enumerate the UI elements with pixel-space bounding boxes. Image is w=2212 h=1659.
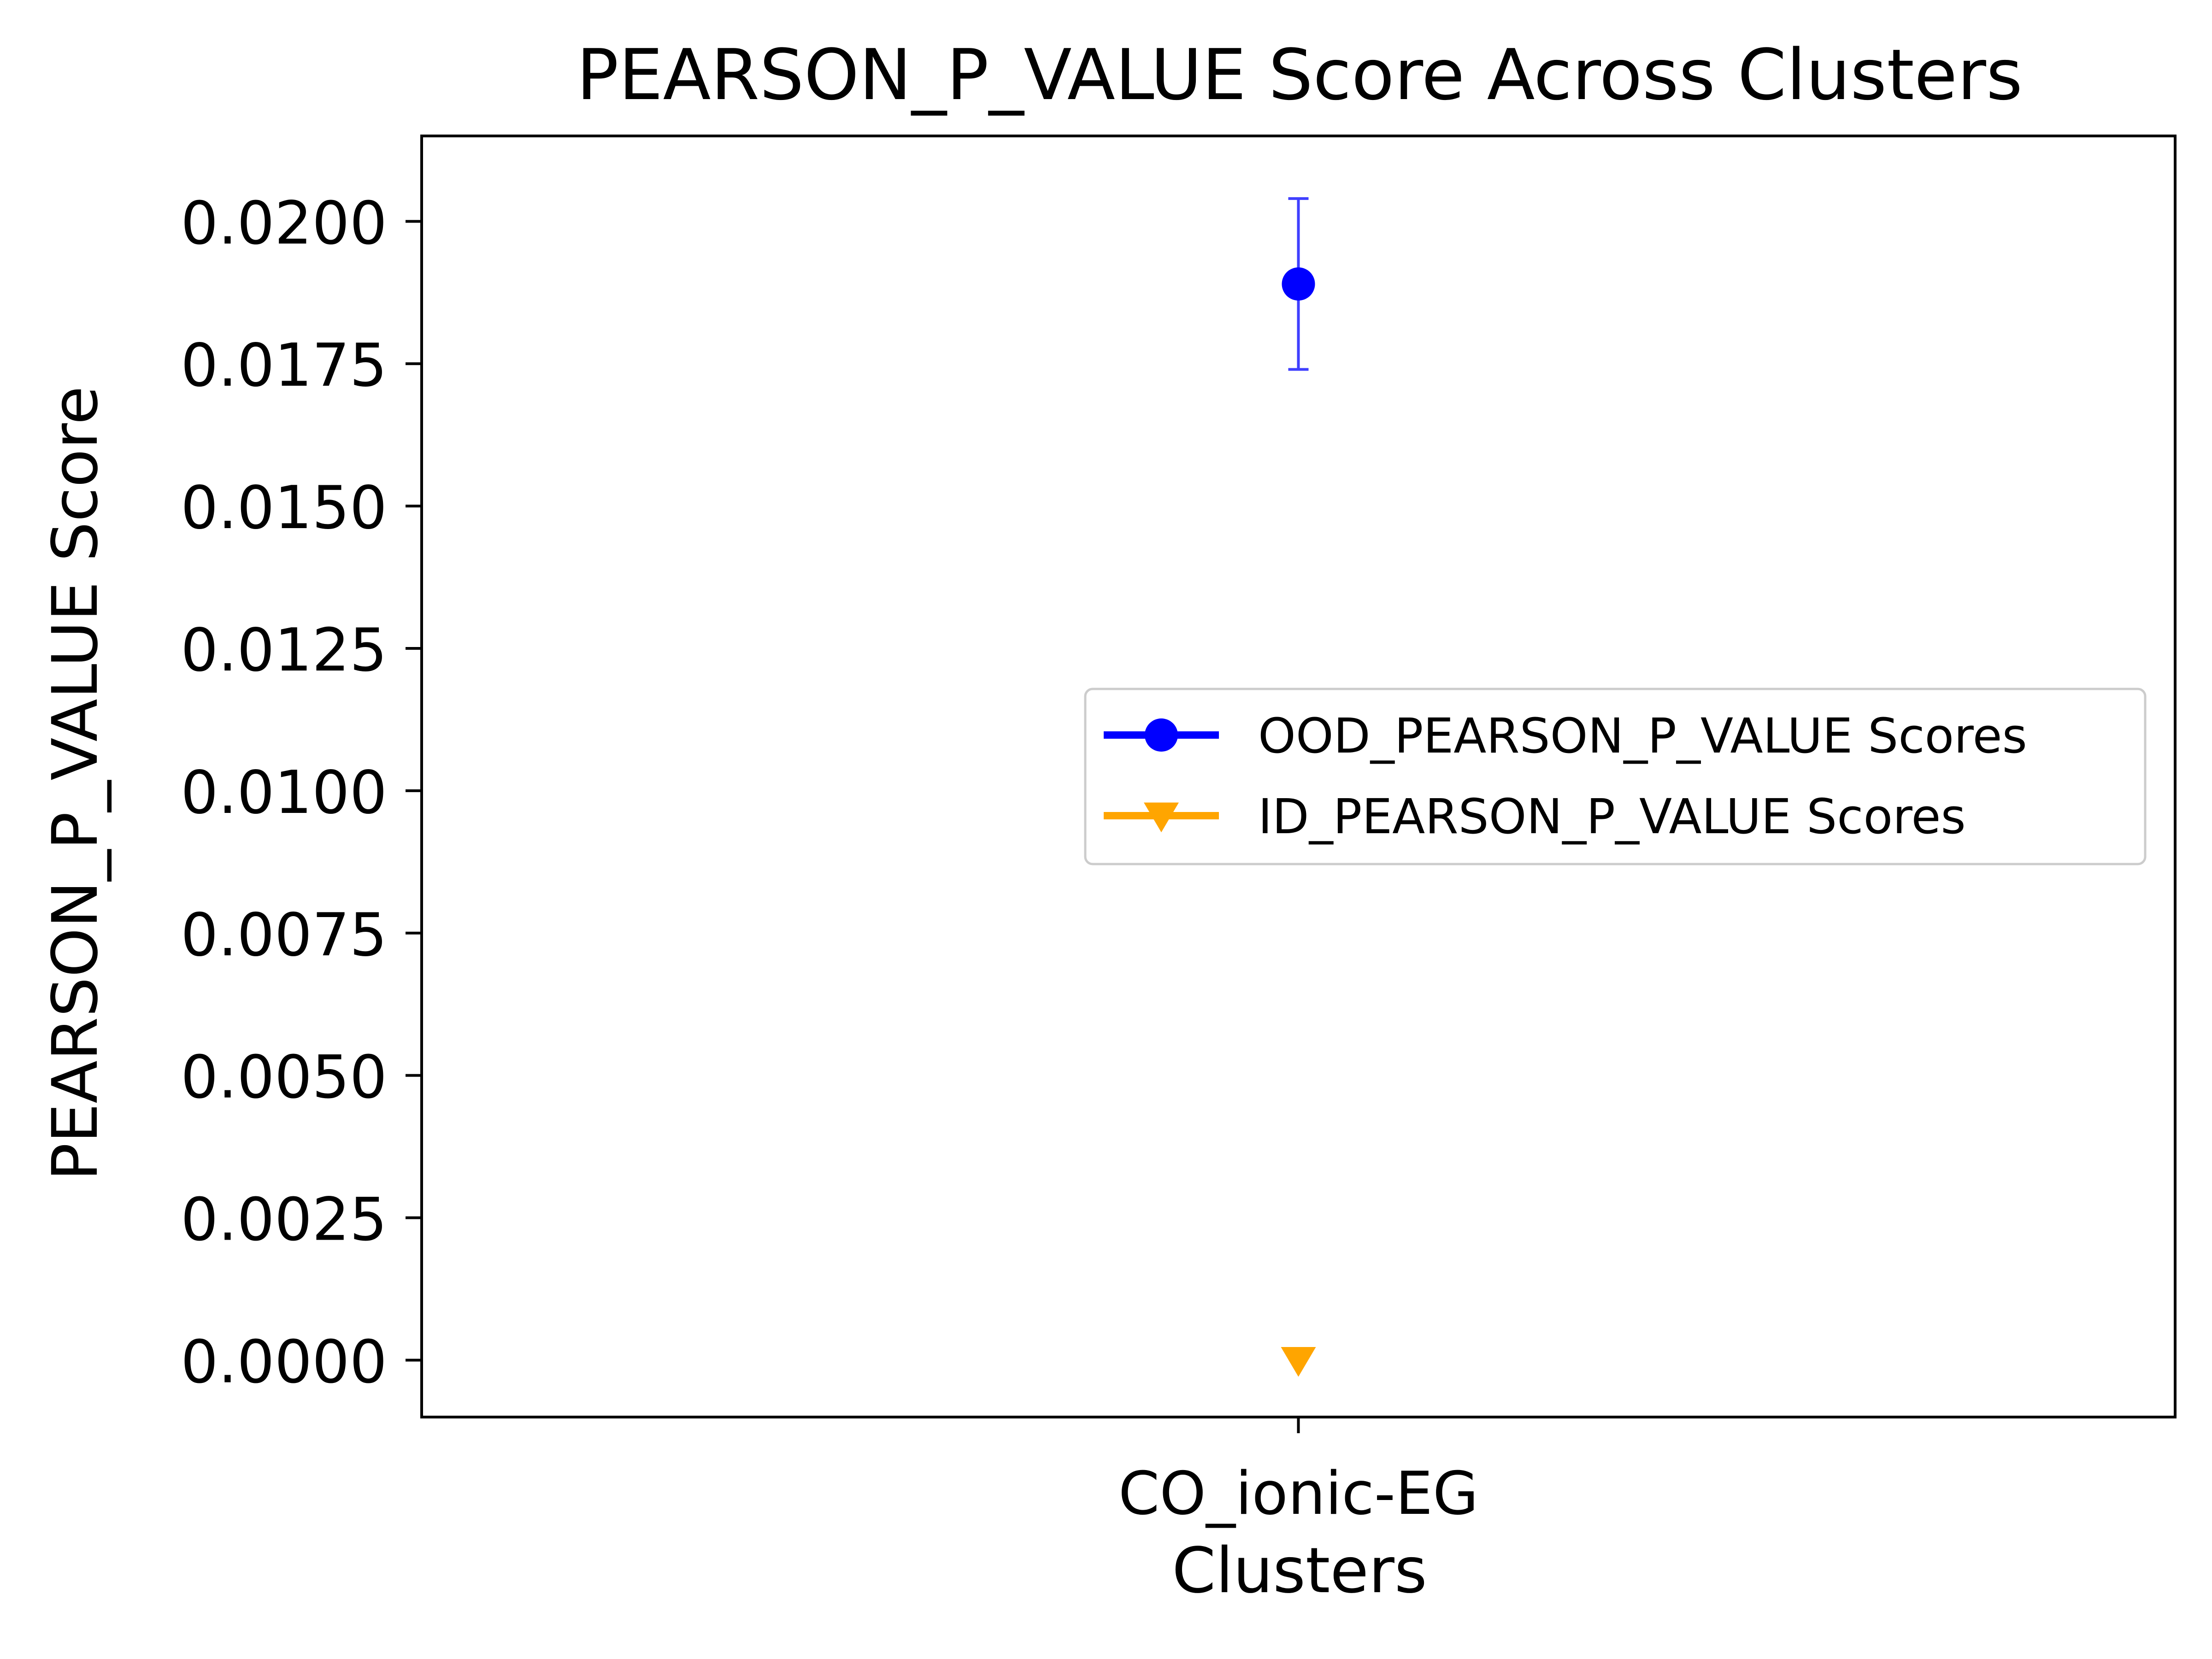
legend-box <box>1084 688 2147 865</box>
y-tick-label: 0.0125 <box>181 616 387 685</box>
legend-marker-circle <box>1145 718 1178 752</box>
y-tick-label: 0.0200 <box>181 189 387 258</box>
data-point-ood <box>1282 267 1315 301</box>
legend: OOD_PEARSON_P_VALUE Scores ID_PEARSON_P_V… <box>1084 688 2147 865</box>
y-tick-label: 0.0175 <box>181 331 387 400</box>
y-tick-label: 0.0150 <box>181 474 387 542</box>
x-axis-ticks: CO_ionic-EG <box>1118 1417 1478 1528</box>
data-point-id <box>1281 1347 1316 1377</box>
y-axis-label: PEARSON_P_VALUE Score <box>39 386 112 1181</box>
legend-label: ID_PEARSON_P_VALUE Scores <box>1258 788 1966 845</box>
y-tick-label: 0.0100 <box>181 759 387 827</box>
y-tick-label: 0.0000 <box>181 1328 387 1396</box>
plot-frame <box>420 135 2177 1418</box>
y-tick-label: 0.0025 <box>181 1186 387 1254</box>
y-tick-label: 0.0075 <box>181 901 387 970</box>
x-tick-label: CO_ionic-EG <box>1118 1459 1478 1528</box>
y-tick-label: 0.0050 <box>181 1043 387 1112</box>
y-axis-ticks: 0.0000 0.0025 0.0050 0.0075 0.0100 0.0125 0.01… <box>181 189 422 1396</box>
legend-marker-triangle <box>1144 802 1179 833</box>
legend-label: OOD_PEARSON_P_VALUE Scores <box>1258 708 2027 764</box>
data-marks <box>1281 197 1316 1377</box>
chart-title: PEARSON_P_VALUE Score Across Clusters <box>577 34 2023 116</box>
x-axis-label: Clusters <box>1172 1535 1427 1607</box>
